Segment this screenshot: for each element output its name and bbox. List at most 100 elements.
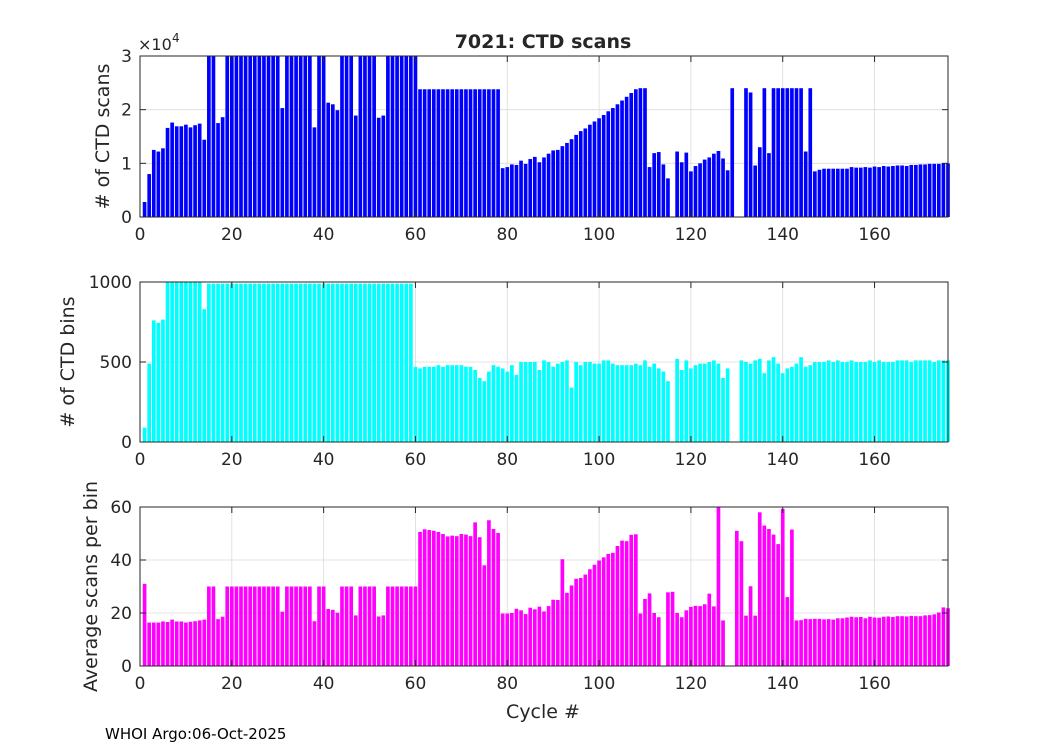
x-tick-label: 160	[858, 225, 890, 245]
bar	[606, 111, 611, 217]
bar	[569, 139, 574, 217]
bar	[147, 174, 152, 217]
avg-panel: 0 20 40 60 80 100 120 140 160 0 20 40 60 Average scan…	[80, 481, 950, 694]
bar	[142, 201, 147, 217]
bar	[849, 616, 854, 666]
bar	[790, 366, 794, 442]
bar	[317, 586, 321, 666]
bar	[514, 608, 519, 666]
bar	[335, 612, 340, 666]
bar	[234, 586, 239, 666]
bar	[620, 365, 624, 442]
bar	[891, 166, 895, 217]
bar	[771, 88, 776, 217]
bar	[487, 89, 491, 217]
bar	[174, 621, 179, 666]
bar	[390, 586, 395, 666]
bar	[849, 360, 854, 442]
bar	[487, 520, 491, 666]
bar	[514, 374, 519, 442]
bar	[555, 600, 560, 666]
bar	[794, 363, 799, 442]
bar	[335, 283, 340, 442]
bar	[266, 283, 271, 442]
bar	[606, 553, 611, 666]
bar	[500, 368, 505, 442]
bar	[831, 619, 836, 667]
bar	[248, 56, 253, 217]
y-tick-label: 500	[100, 353, 132, 373]
bar	[620, 540, 624, 666]
bar	[849, 167, 854, 217]
bar	[441, 89, 445, 217]
bar	[868, 360, 872, 442]
bar	[225, 586, 230, 666]
bar	[840, 618, 845, 666]
bar	[744, 615, 748, 666]
bar	[372, 56, 376, 217]
bar	[482, 565, 487, 666]
y-tick-label: 1	[121, 154, 132, 174]
bar	[376, 283, 381, 442]
bar	[702, 159, 707, 217]
bar	[386, 56, 390, 217]
bar	[753, 615, 758, 666]
bar	[895, 165, 900, 217]
x-tick-label: 100	[583, 450, 615, 470]
x-tick-label: 80	[496, 225, 518, 245]
bar	[532, 156, 537, 217]
y-axis-label: # of CTD bins	[57, 296, 79, 427]
bar	[698, 163, 702, 217]
bar	[803, 366, 808, 442]
x-tick-label: 60	[405, 450, 427, 470]
bar	[826, 619, 831, 666]
bar	[762, 373, 767, 442]
bar	[220, 117, 225, 217]
bar	[574, 578, 578, 666]
x-tick-label: 0	[135, 450, 146, 470]
bar	[431, 89, 436, 217]
bar	[161, 148, 165, 217]
bar	[560, 362, 565, 442]
bar	[753, 360, 758, 442]
bar	[817, 362, 822, 442]
bar	[771, 357, 776, 442]
y-tick-label: 3	[121, 47, 132, 67]
bar	[156, 151, 161, 217]
bar	[891, 616, 895, 666]
bar	[652, 363, 657, 442]
axes-box	[139, 506, 949, 667]
bar	[427, 530, 432, 666]
bar	[216, 123, 220, 217]
y-exponent-power: 4	[172, 31, 180, 45]
bar	[583, 574, 588, 666]
y-tick-label: 0	[121, 657, 132, 677]
bar	[390, 283, 395, 442]
bar	[845, 362, 849, 442]
bar	[528, 362, 533, 442]
bar	[707, 157, 712, 217]
x-tick-label: 140	[767, 450, 799, 470]
bar	[679, 370, 684, 442]
bar	[528, 159, 533, 217]
bar	[583, 128, 588, 217]
bar	[647, 167, 652, 217]
bar	[555, 363, 560, 442]
bar	[399, 586, 404, 666]
bar	[601, 115, 606, 217]
bar	[656, 617, 661, 666]
bar	[767, 529, 771, 666]
bar	[142, 583, 147, 666]
bar	[477, 537, 482, 666]
bar	[225, 283, 230, 442]
bar	[813, 171, 817, 217]
axes-box	[139, 55, 949, 218]
bar	[684, 360, 689, 442]
bar	[546, 606, 551, 666]
bar	[620, 100, 624, 217]
bar	[790, 88, 794, 217]
bar	[845, 168, 849, 217]
bar	[459, 89, 464, 217]
bar	[436, 89, 441, 217]
bar	[583, 362, 588, 442]
